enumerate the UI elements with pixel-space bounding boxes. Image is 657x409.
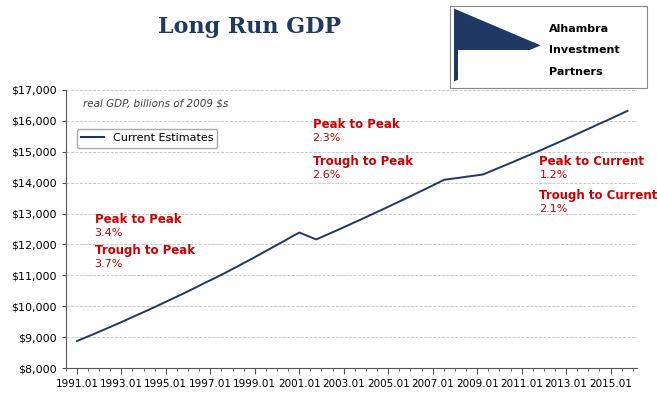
Text: real GDP, billions of 2009 $s: real GDP, billions of 2009 $s [83, 98, 228, 108]
FancyBboxPatch shape [450, 6, 647, 88]
Text: 3.7%: 3.7% [95, 259, 123, 269]
Text: 1.2%: 1.2% [539, 170, 568, 180]
Text: 2.3%: 2.3% [313, 133, 341, 143]
Text: Partners: Partners [549, 67, 602, 76]
Legend: Current Estimates: Current Estimates [77, 129, 217, 148]
Text: 2.1%: 2.1% [539, 204, 568, 214]
Text: Trough to Peak: Trough to Peak [313, 155, 413, 168]
Text: Long Run GDP: Long Run GDP [158, 16, 341, 38]
Text: Trough to Peak: Trough to Peak [95, 244, 194, 257]
Text: Peak to Peak: Peak to Peak [313, 118, 399, 131]
Polygon shape [458, 50, 537, 81]
Polygon shape [458, 50, 537, 80]
Text: 2.6%: 2.6% [313, 170, 341, 180]
Text: Peak to Current: Peak to Current [539, 155, 645, 168]
Text: Trough to Current: Trough to Current [539, 189, 657, 202]
Text: 3.4%: 3.4% [95, 228, 123, 238]
Polygon shape [454, 9, 541, 81]
Text: Investment: Investment [549, 45, 619, 55]
Text: Alhambra: Alhambra [549, 24, 609, 34]
Text: Peak to Peak: Peak to Peak [95, 213, 181, 226]
